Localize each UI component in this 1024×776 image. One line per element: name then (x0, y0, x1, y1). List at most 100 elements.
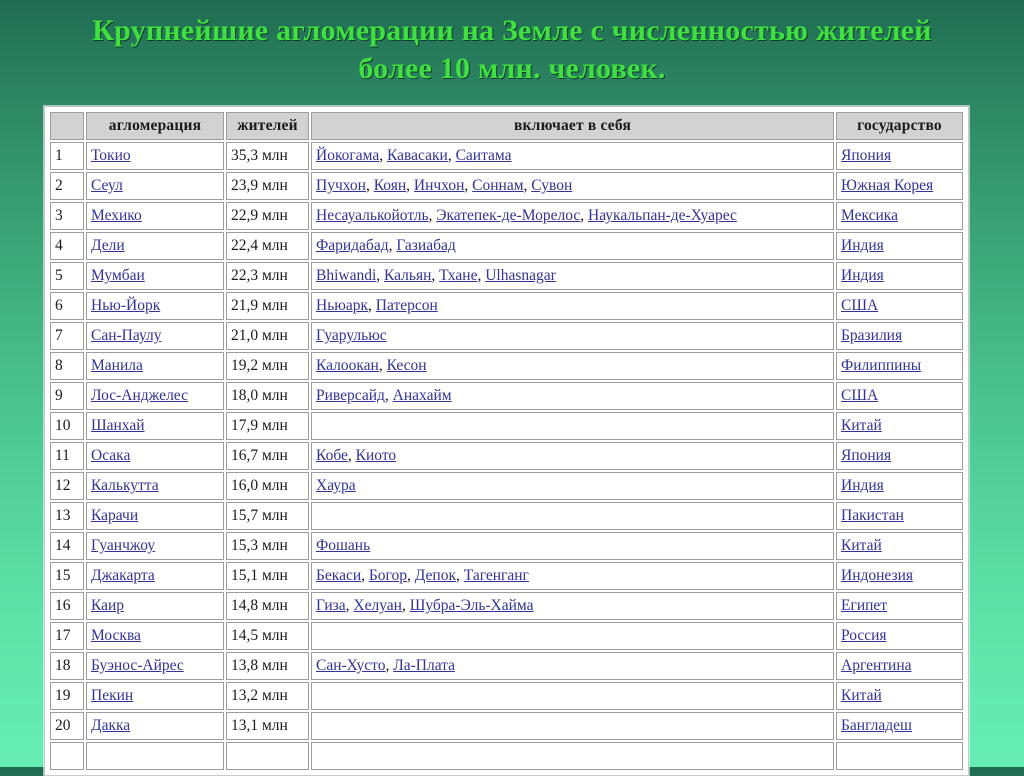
included-city-link[interactable]: Анахайм (392, 387, 452, 404)
included-city-link[interactable]: Пучхон (316, 177, 366, 194)
included-city-link[interactable]: Газиабад (396, 237, 456, 254)
included-city-link[interactable]: Киото (355, 447, 397, 464)
cell-includes (311, 502, 834, 530)
city-link[interactable]: Сеул (91, 177, 123, 194)
cell-city: Буэнос-Айрес (86, 652, 224, 680)
included-city-link[interactable]: Патерсон (375, 297, 438, 314)
country-link[interactable]: Пакистан (841, 507, 904, 524)
included-city-link[interactable]: Гуарульюс (316, 327, 387, 344)
included-city-link[interactable]: Кобе (316, 447, 348, 464)
cell-city: Москва (86, 622, 224, 650)
country-link[interactable]: Южная Корея (841, 177, 934, 194)
country-link[interactable]: США (841, 297, 879, 314)
country-link[interactable]: Индонезия (841, 567, 914, 584)
country-link[interactable]: Китай (841, 687, 882, 704)
included-city-link[interactable]: Кесон (386, 357, 427, 374)
country-link[interactable]: Индия (841, 477, 884, 494)
list-separator: , (347, 447, 356, 464)
city-link[interactable]: Москва (91, 627, 141, 644)
included-city-link[interactable]: Кавасаки (387, 147, 448, 164)
included-city-link[interactable]: Коян (373, 177, 407, 194)
cell-city: Мумбаи (86, 262, 224, 290)
list-separator: , (580, 207, 588, 224)
included-city-link[interactable]: Кальян (384, 267, 432, 284)
cell-includes (311, 412, 834, 440)
included-city-link[interactable]: Хаура (316, 477, 356, 494)
city-link[interactable]: Каир (91, 597, 125, 614)
country-link[interactable]: Египет (841, 597, 888, 614)
city-link[interactable]: Токио (91, 147, 131, 164)
cell-population: 22,3 млн (226, 262, 309, 290)
included-city-link[interactable]: Депок (414, 567, 456, 584)
country-link[interactable]: Аргентина (841, 657, 912, 674)
cell-rank: 17 (50, 622, 84, 650)
included-city-link[interactable]: Шубра-Эль-Хайма (409, 597, 534, 614)
included-city-link[interactable]: Ulhasnagar (485, 267, 556, 284)
included-city-link[interactable]: Йокогама (316, 147, 380, 164)
included-city-link[interactable]: Фаридабад (316, 237, 389, 254)
included-city-link[interactable]: Инчхон (413, 177, 465, 194)
city-link[interactable]: Пекин (91, 687, 134, 704)
list-separator: , (361, 567, 369, 584)
list-separator: , (523, 177, 532, 194)
list-separator: , (384, 387, 393, 404)
included-city-link[interactable]: Калоокан (316, 357, 379, 374)
included-city-link[interactable]: Хелуан (353, 597, 402, 614)
city-link[interactable]: Осака (91, 447, 131, 464)
included-city-link[interactable]: Гиза (316, 597, 346, 614)
included-city-link[interactable]: Соннам (472, 177, 524, 194)
included-city-link[interactable]: Несауалькойотль (316, 207, 429, 224)
city-link[interactable]: Гуанчжоу (91, 537, 156, 554)
city-link[interactable]: Буэнос-Айрес (91, 657, 184, 674)
cell-population: 16,7 млн (226, 442, 309, 470)
included-city-link[interactable]: Ньюарк (316, 297, 369, 314)
country-link[interactable]: США (841, 387, 879, 404)
city-link[interactable]: Карачи (91, 507, 139, 524)
city-link[interactable]: Сан-Паулу (91, 327, 162, 344)
city-link[interactable]: Шанхай (91, 417, 145, 434)
included-city-link[interactable]: Риверсайд (316, 387, 385, 404)
country-link[interactable]: Япония (841, 447, 892, 464)
country-link[interactable]: Индия (841, 237, 884, 254)
country-link[interactable]: Россия (841, 627, 887, 644)
country-link[interactable]: Филиппины (841, 357, 922, 374)
cell-includes: Кобе, Киото (311, 442, 834, 470)
included-city-link[interactable]: Богор (368, 567, 408, 584)
country-link[interactable]: Бангладеш (841, 717, 912, 734)
cell-population: 15,3 млн (226, 532, 309, 560)
country-link[interactable]: Бразилия (841, 327, 903, 344)
city-link[interactable]: Лос-Анджелес (91, 387, 188, 404)
list-separator: , (401, 597, 410, 614)
included-city-link[interactable]: Сан-Хусто (316, 657, 386, 674)
included-city-link[interactable]: Бекаси (316, 567, 362, 584)
included-city-link[interactable]: Ла-Плата (393, 657, 456, 674)
included-city-link[interactable]: Фошань (316, 537, 371, 554)
included-city-link[interactable]: Саитама (455, 147, 512, 164)
cell-rank: 7 (50, 322, 84, 350)
included-city-link[interactable]: Наукальпан-де-Хуарес (588, 207, 737, 224)
cell-country: Филиппины (836, 352, 963, 380)
city-link[interactable]: Мумбаи (91, 267, 145, 284)
country-link[interactable]: Япония (841, 147, 892, 164)
table-row: 6 Нью-Йорк 21,9 млн Ньюарк, Патерсон США (50, 292, 963, 320)
included-city-link[interactable]: Экатепек-де-Морелос (436, 207, 581, 224)
city-link[interactable]: Нью-Йорк (91, 297, 161, 314)
city-link[interactable]: Мехико (91, 207, 142, 224)
included-city-link[interactable]: Тагенганг (463, 567, 529, 584)
cell-population: 23,9 млн (226, 172, 309, 200)
cell-city: Калькутта (86, 472, 224, 500)
list-separator: , (406, 177, 414, 194)
city-link[interactable]: Манила (91, 357, 143, 374)
city-link[interactable]: Дакка (91, 717, 131, 734)
country-link[interactable]: Мексика (841, 207, 898, 224)
city-link[interactable]: Калькутта (91, 477, 159, 494)
included-city-link[interactable]: Bhiwandi (316, 267, 377, 284)
country-link[interactable]: Китай (841, 417, 882, 434)
country-link[interactable]: Китай (841, 537, 882, 554)
cell-includes: Хаура (311, 472, 834, 500)
city-link[interactable]: Джакарта (91, 567, 155, 584)
city-link[interactable]: Дели (91, 237, 125, 254)
included-city-link[interactable]: Сувон (531, 177, 573, 194)
country-link[interactable]: Индия (841, 267, 884, 284)
included-city-link[interactable]: Тхане (439, 267, 478, 284)
